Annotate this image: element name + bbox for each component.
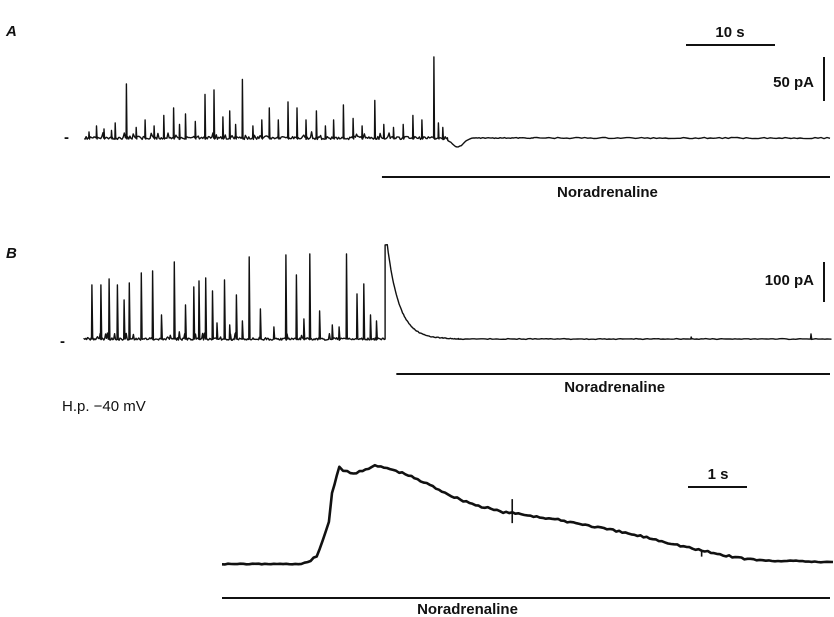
panel-inset: H.p. −40 mV 1 s Noradrenaline <box>62 398 834 617</box>
panel-a-label: A <box>5 23 17 40</box>
panel-b-baseline-marker: - <box>60 333 65 350</box>
inset-artifacts <box>511 499 703 557</box>
inset-time-scale-label: 1 s <box>708 466 729 483</box>
panel-a-noradrenaline-label: Noradrenaline <box>557 184 658 201</box>
panel-b-current-scale-label: 100 pA <box>765 272 814 289</box>
panel-b: B - 100 pA Noradrenaline <box>6 244 832 396</box>
panel-b-noradrenaline-label: Noradrenaline <box>564 379 665 396</box>
panel-a-time-scale-label: 10 s <box>715 24 744 41</box>
inset-noradrenaline-label: Noradrenaline <box>417 601 518 617</box>
panel-a-baseline-marker: - <box>64 129 69 146</box>
panel-a: A - 10 s 50 pA Noradrenaline <box>5 23 831 201</box>
panel-a-current-scale-label: 50 pA <box>773 74 814 91</box>
panel-b-current-trace <box>83 244 832 341</box>
panel-b-label: B <box>6 245 17 262</box>
inset-current-trace <box>221 463 834 566</box>
panel-a-current-trace <box>84 56 831 148</box>
holding-potential-label: H.p. −40 mV <box>62 398 146 415</box>
